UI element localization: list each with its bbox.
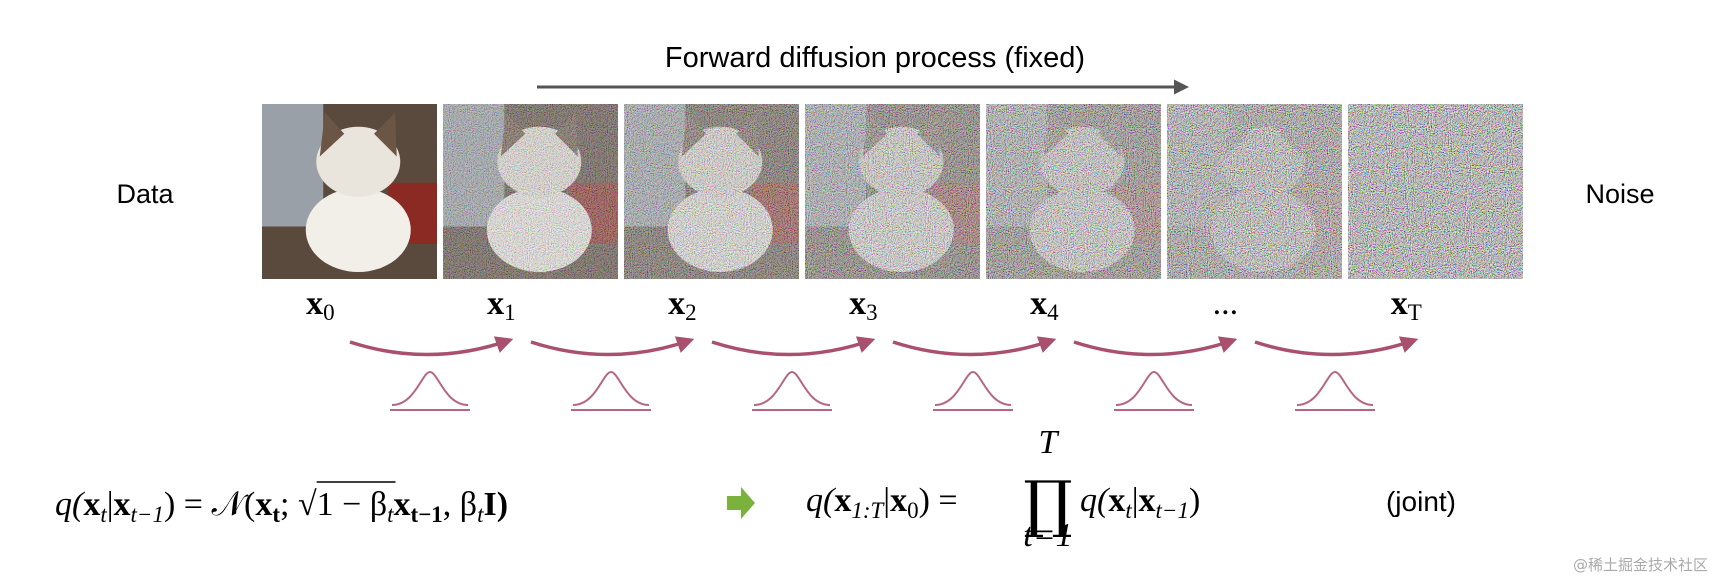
image (624, 104, 799, 279)
image (1348, 104, 1523, 279)
transition-arrow (530, 336, 695, 357)
eq-part: x (83, 486, 100, 523)
joint-label: (joint) (1386, 486, 1456, 517)
eq-part: | (107, 486, 114, 523)
eq-part: x (114, 486, 131, 523)
right-label: Noise (1585, 179, 1654, 209)
gaussian (391, 370, 469, 406)
eq-part: t (387, 502, 394, 527)
eq-part: t (477, 502, 484, 527)
eq-part: x (255, 486, 272, 523)
image-row (262, 104, 1523, 279)
eq-part: x (834, 482, 851, 519)
transition-arrow (1254, 336, 1419, 357)
gaussian (934, 370, 1012, 406)
transition-arrow (892, 336, 1057, 357)
product-sign: ∏ (1023, 467, 1072, 540)
image-noise (443, 104, 618, 279)
step-var: x (487, 285, 504, 322)
eq-part: t (1125, 498, 1132, 523)
eq-part: x (394, 486, 411, 523)
step-var: ... (1213, 285, 1239, 322)
step-label: x2 (668, 285, 697, 325)
image-noise (1348, 104, 1523, 279)
image (1167, 104, 1342, 279)
eq-part: 0 (907, 498, 919, 523)
watermark: @稀土掘金技术社区 (1573, 556, 1708, 574)
title: Forward diffusion process (fixed) (665, 42, 1085, 74)
eq-part: t−1 (411, 502, 443, 527)
step-sub: 4 (1047, 300, 1059, 325)
image-noise (624, 104, 799, 279)
step-var: x (1391, 285, 1408, 322)
eq-part: √ (298, 486, 317, 523)
eq-part: x (1108, 482, 1125, 519)
eq-part: | (883, 482, 890, 519)
cat-head (316, 126, 401, 197)
joint-equation-left: q(x1:T|x0) = (806, 482, 958, 523)
step-sub: 0 (323, 300, 335, 325)
step-label: x0 (306, 285, 335, 325)
eq-part: , β (443, 486, 477, 523)
step-labels: x0 x1 x2 x3 x4... xT (306, 285, 1422, 325)
eq-part: | (1132, 482, 1139, 519)
step-var: x (849, 285, 866, 322)
step-label: xT (1391, 285, 1422, 325)
step-var: x (668, 285, 685, 322)
step-var: x (1030, 285, 1047, 322)
step-var: x (306, 285, 323, 322)
eq-part: x (890, 482, 907, 519)
image (986, 104, 1161, 279)
step-equation: q(xt|xt−1) = 𝒩(xt; √1 − βtxt−1, βtI) (55, 486, 508, 527)
image (262, 104, 437, 279)
image (805, 104, 980, 279)
image-wall (262, 104, 324, 227)
eq-part: 1:T (851, 498, 885, 523)
step-sub: 1 (504, 300, 516, 325)
eq-part: t−1 (1156, 498, 1189, 523)
eq-part: ) = 𝒩( (164, 486, 255, 523)
image-noise (986, 104, 1161, 279)
eq-part: t (100, 502, 107, 527)
step-sub: T (1408, 300, 1422, 325)
eq-part: ; (280, 486, 298, 523)
eq-part: q( (55, 486, 86, 523)
image-noise (1167, 104, 1342, 279)
product-upper: T (1039, 424, 1060, 461)
eq-part: I) (484, 486, 509, 523)
eq-part: ) = (919, 482, 958, 519)
transition-arrow (349, 336, 514, 357)
transition-arrow (1073, 336, 1238, 357)
transition-arrow (711, 336, 876, 357)
eq-part: t (272, 502, 280, 527)
left-label: Data (116, 179, 174, 209)
eq-part: q( (806, 482, 837, 519)
step-label: x4 (1030, 285, 1059, 325)
step-sub: 3 (866, 300, 878, 325)
cat-body (305, 188, 411, 272)
gaussian (572, 370, 650, 406)
image-noise (805, 104, 980, 279)
step-label: x3 (849, 285, 878, 325)
eq-part: 1 − β (317, 486, 387, 523)
gaussian (1115, 370, 1193, 406)
step-label: ... (1213, 285, 1239, 322)
joint-equation-right: q(xt|xt−1) (1080, 482, 1200, 523)
implies-arrow (727, 487, 755, 519)
step-sub: 2 (685, 300, 697, 325)
cat-ears (319, 112, 397, 157)
eq-part: ) (1189, 482, 1200, 519)
gaussian (1296, 370, 1374, 406)
step-label: x1 (487, 285, 516, 325)
gaussian (753, 370, 831, 406)
eq-part: t−1 (131, 502, 164, 527)
image (443, 104, 618, 279)
eq-part: x (1139, 482, 1156, 519)
product-lower: t=1 (1023, 517, 1072, 554)
eq-part: q( (1080, 482, 1111, 519)
